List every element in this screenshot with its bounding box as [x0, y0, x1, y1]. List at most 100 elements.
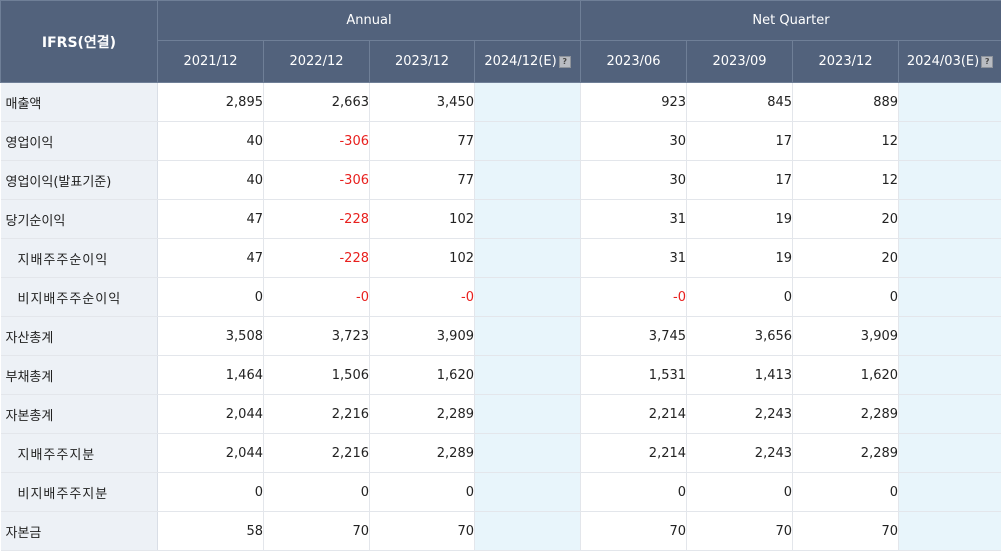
value-cell: 2,243: [686, 433, 794, 473]
value-cell: 31: [580, 238, 688, 278]
help-icon[interactable]: ?: [558, 56, 571, 68]
value-cell: 20: [792, 199, 900, 239]
value-cell: 0: [792, 472, 900, 512]
value-cell: 3,656: [686, 316, 794, 356]
table-row: 자본총계 2,044 2,216 2,289 2,214 2,243 2,289: [0, 394, 1001, 434]
value-cell: 70: [369, 511, 475, 551]
estimate-cell: [898, 238, 1001, 278]
value-cell: 19: [686, 199, 794, 239]
column-header: 2024/12(E)?: [473, 40, 582, 83]
column-header-label: 2023/12: [394, 54, 449, 69]
value-cell: 889: [792, 82, 900, 122]
value-cell: 2,214: [580, 433, 688, 473]
estimate-cell: [474, 160, 582, 200]
value-cell: 2,214: [580, 394, 688, 434]
quarter-group-header: Net Quarter: [580, 0, 1001, 41]
table-row: 부채총계 1,464 1,506 1,620 1,531 1,413 1,620: [0, 355, 1001, 395]
row-label: 영업이익: [0, 121, 158, 161]
value-cell: 30: [580, 121, 688, 161]
estimate-cell: [474, 355, 582, 395]
value-cell: 923: [580, 82, 688, 122]
column-header: 2023/09: [686, 40, 794, 83]
table-row: 자산총계 3,508 3,723 3,909 3,745 3,656 3,909: [0, 316, 1001, 356]
value-cell: 12: [792, 121, 900, 161]
estimate-cell: [474, 394, 582, 434]
estimate-cell: [898, 199, 1001, 239]
value-cell: 70: [686, 511, 794, 551]
estimate-cell: [898, 160, 1001, 200]
value-cell: 2,216: [263, 433, 370, 473]
estimate-cell: [474, 511, 582, 551]
accounting-standard-header: IFRS(연결): [0, 0, 158, 83]
row-label: 비지배주주지분: [0, 472, 158, 512]
value-cell: 70: [792, 511, 900, 551]
estimate-cell: [898, 277, 1001, 317]
value-cell: 102: [369, 238, 475, 278]
value-cell: 0: [157, 277, 264, 317]
estimate-cell: [898, 511, 1001, 551]
value-cell: 1,620: [369, 355, 475, 395]
help-icon[interactable]: ?: [981, 56, 994, 68]
row-label: 부채총계: [0, 355, 158, 395]
value-cell: 2,289: [369, 394, 475, 434]
row-label: 매출액: [0, 82, 158, 122]
value-cell: 12: [792, 160, 900, 200]
value-cell: 3,723: [263, 316, 370, 356]
value-cell: 2,044: [157, 433, 264, 473]
row-label: 자본총계: [0, 394, 158, 434]
value-cell: -0: [369, 277, 475, 317]
value-cell: -0: [263, 277, 370, 317]
estimate-cell: [898, 121, 1001, 161]
row-label: 비지배주주순이익: [0, 277, 158, 317]
estimate-cell: [474, 277, 582, 317]
row-label: 지배주주지분: [0, 433, 158, 473]
value-cell: 2,289: [792, 394, 900, 434]
value-cell: 77: [369, 160, 475, 200]
table-row: 영업이익(발표기준) 40 -306 77 30 17 12: [0, 160, 1001, 200]
table-row: 지배주주순이익 47 -228 102 31 19 20: [0, 238, 1001, 278]
value-cell: 3,909: [369, 316, 475, 356]
column-header: 2021/12: [157, 40, 264, 83]
value-cell: 0: [792, 277, 900, 317]
value-cell: 31: [580, 199, 688, 239]
column-header-label: 2024/12(E): [484, 54, 557, 69]
value-cell: -228: [263, 199, 370, 239]
value-cell: 102: [369, 199, 475, 239]
table-row: 당기순이익 47 -228 102 31 19 20: [0, 199, 1001, 239]
value-cell: 20: [792, 238, 900, 278]
row-label: 자본금: [0, 511, 158, 551]
value-cell: 0: [580, 472, 688, 512]
estimate-cell: [474, 433, 582, 473]
value-cell: 2,289: [369, 433, 475, 473]
value-cell: 2,289: [792, 433, 900, 473]
estimate-cell: [474, 82, 582, 122]
value-cell: 70: [580, 511, 688, 551]
column-header-label: 2021/12: [183, 54, 238, 69]
estimate-cell: [898, 433, 1001, 473]
value-cell: 3,450: [369, 82, 475, 122]
column-header: 2023/12: [369, 40, 475, 83]
value-cell: -306: [263, 160, 370, 200]
row-label: 지배주주순이익: [0, 238, 158, 278]
value-cell: 1,531: [580, 355, 688, 395]
value-cell: 2,044: [157, 394, 264, 434]
value-cell: -228: [263, 238, 370, 278]
estimate-cell: [898, 394, 1001, 434]
value-cell: 17: [686, 160, 794, 200]
value-cell: 17: [686, 121, 794, 161]
estimate-cell: [474, 121, 582, 161]
row-label: 자산총계: [0, 316, 158, 356]
value-cell: 77: [369, 121, 475, 161]
estimate-cell: [474, 199, 582, 239]
table-row: 매출액 2,895 2,663 3,450 923 845 889: [0, 82, 1001, 122]
value-cell: 58: [157, 511, 264, 551]
value-cell: 845: [686, 82, 794, 122]
table-row: 자본금 58 70 70 70 70 70: [0, 511, 1001, 551]
estimate-cell: [898, 316, 1001, 356]
value-cell: 2,663: [263, 82, 370, 122]
value-cell: 70: [263, 511, 370, 551]
column-header-label: 2023/12: [818, 54, 873, 69]
column-header-label: 2023/06: [606, 54, 661, 69]
value-cell: 3,508: [157, 316, 264, 356]
